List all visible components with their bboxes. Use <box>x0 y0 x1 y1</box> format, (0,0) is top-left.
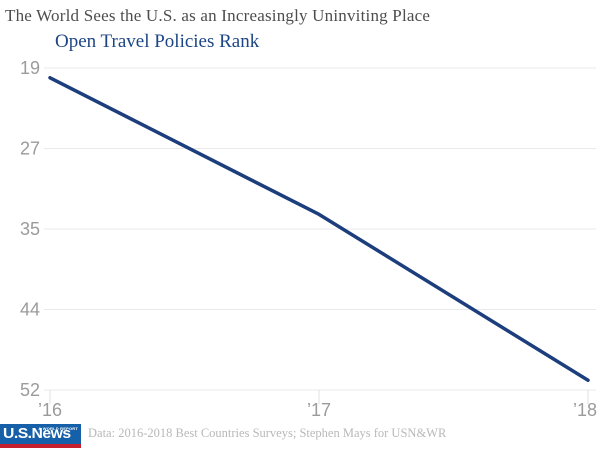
page-title: The World Sees the U.S. as an Increasing… <box>5 6 431 25</box>
y-tick-label: 19 <box>20 58 40 78</box>
y-tick-label: 27 <box>20 139 40 159</box>
usnews-logo: U.S.News & WORLD REPORT <box>0 424 81 448</box>
x-tick-label: ’16 <box>38 400 62 420</box>
usnews-logo-background <box>0 424 81 444</box>
trend-line <box>48 76 590 382</box>
usnews-logo-redbar <box>0 444 81 448</box>
chart-subtitle: Open Travel Policies Rank <box>55 31 260 52</box>
source-credit: Data: 2016-2018 Best Countries Surveys; … <box>88 426 447 440</box>
usnews-logo-text: U.S.News <box>3 425 71 442</box>
usnews-logo-subtext: & WORLD REPORT <box>38 426 78 431</box>
x-tick-label: ’17 <box>307 400 331 420</box>
y-tick-label: 52 <box>20 380 40 400</box>
y-tick-label: 44 <box>20 300 40 320</box>
x-tick-label: ’18 <box>573 400 597 420</box>
y-tick-label: 35 <box>20 219 40 239</box>
